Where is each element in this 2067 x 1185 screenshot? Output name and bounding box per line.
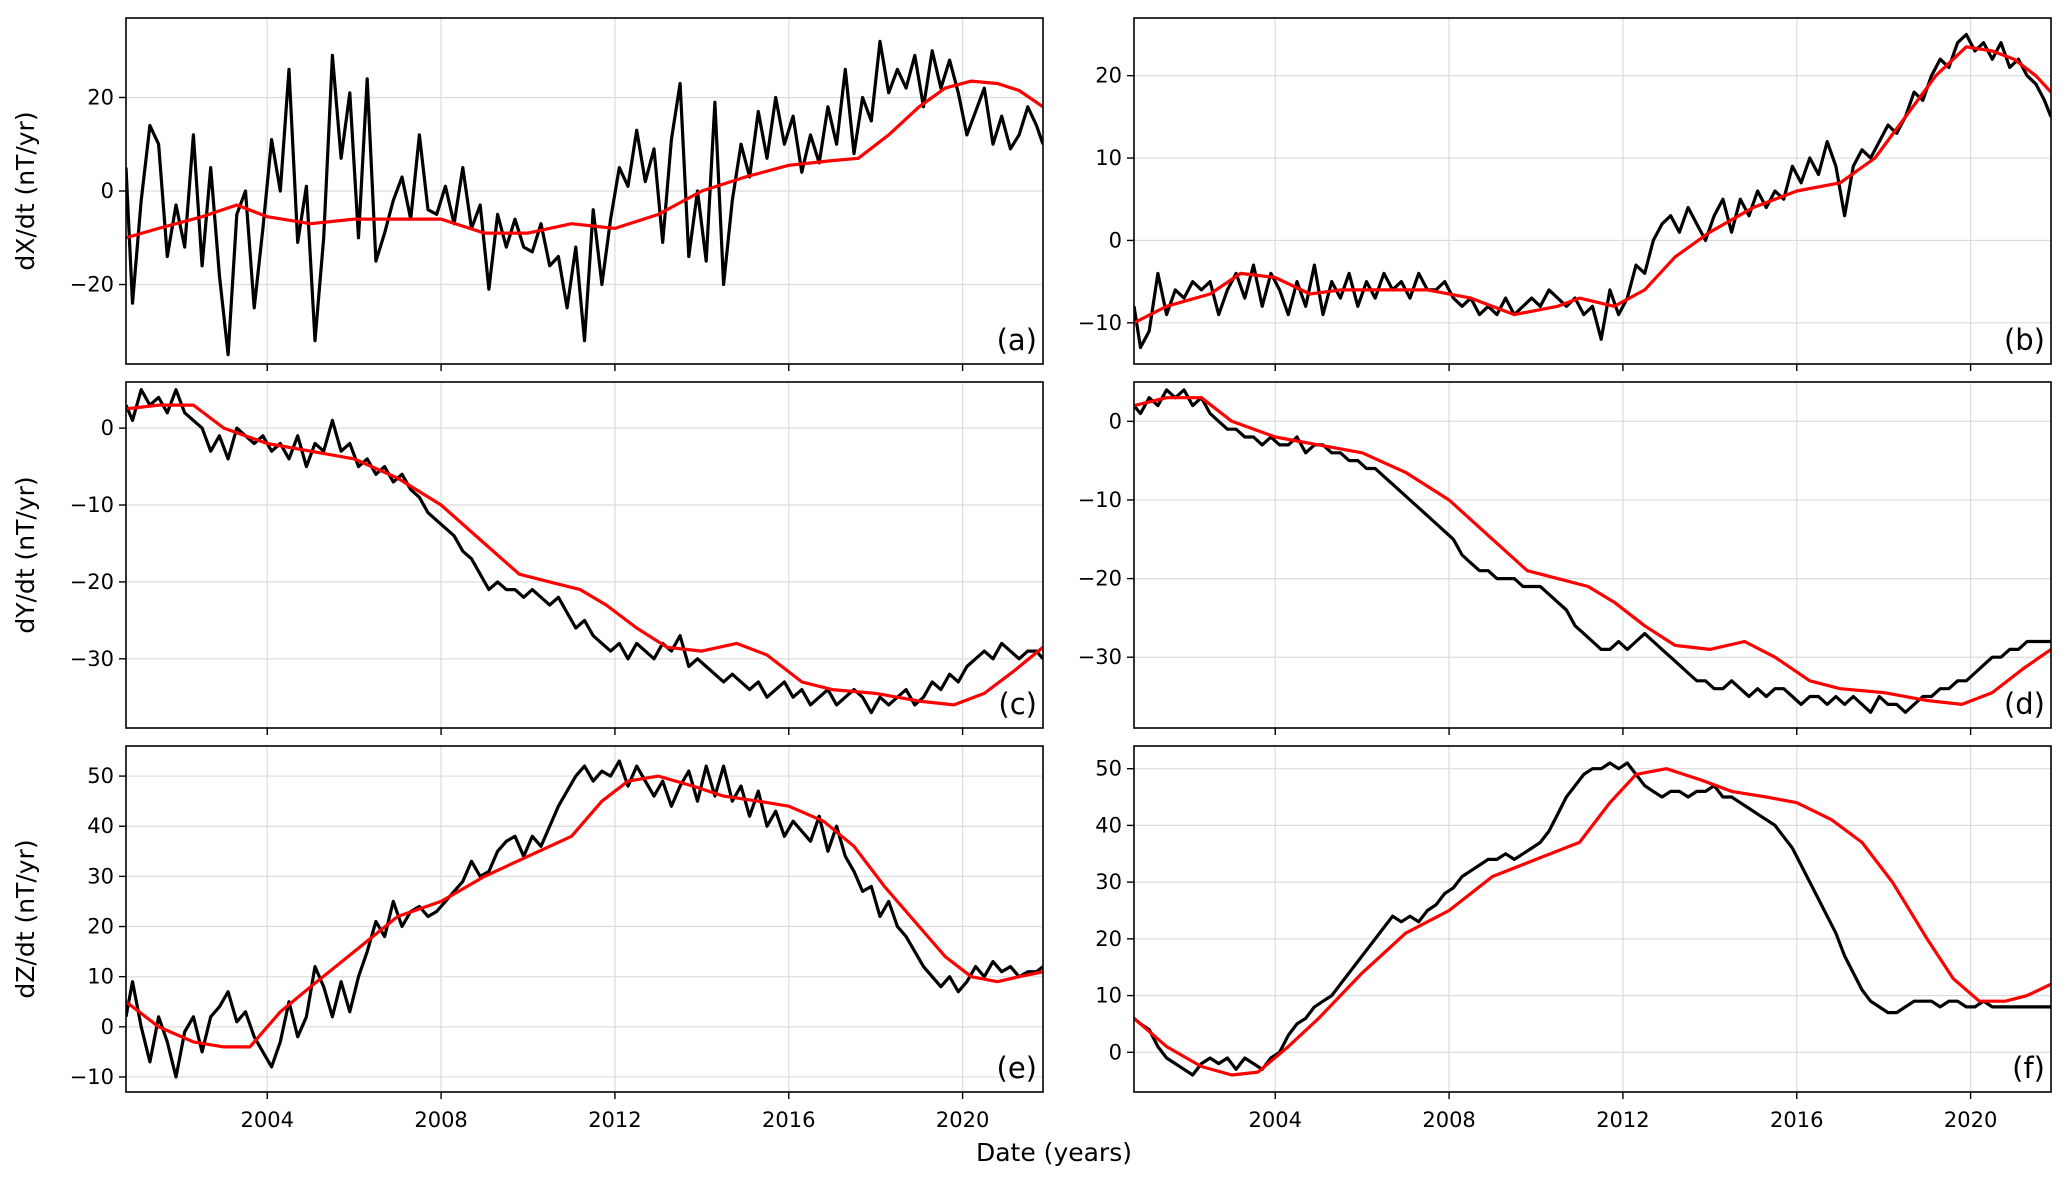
- y-tick-label-a: 0: [101, 179, 114, 203]
- plot-frame-d: [1133, 381, 2052, 729]
- y-tick-label-c: −20: [70, 570, 114, 594]
- x-tick-label-f: 2012: [1596, 1108, 1649, 1132]
- fit-line-b: [1134, 45, 2051, 325]
- y-tick-label-f: 30: [1095, 870, 1122, 894]
- data-line-f: [1134, 761, 2051, 1077]
- x-axis-label: Date (years): [976, 1138, 1132, 1167]
- x-tick-label-f: 2008: [1422, 1108, 1475, 1132]
- panel-label-e: (e): [997, 1051, 1037, 1085]
- y-tick-label-e: 0: [101, 1015, 114, 1039]
- panel-label-c: (c): [998, 687, 1037, 721]
- y-tick-label-e: 50: [87, 764, 114, 788]
- y-tick-label-c: −30: [70, 647, 114, 671]
- data-line-e: [126, 759, 1043, 1079]
- fit-line-a: [126, 79, 1043, 240]
- y-tick-label-b: 0: [1109, 228, 1122, 252]
- fit-line-f: [1134, 767, 2051, 1077]
- x-tick-label-f: 2004: [1249, 1108, 1302, 1132]
- fit-line-e: [126, 774, 1043, 1049]
- fit-line-d: [1134, 396, 2051, 706]
- x-tick-label-e: 2008: [414, 1108, 467, 1132]
- x-tick-label-f: 2016: [1770, 1108, 1823, 1132]
- x-tick-label-f: 2020: [1944, 1108, 1997, 1132]
- panel-label-d: (d): [2004, 687, 2045, 721]
- y-tick-label-b: 20: [1095, 64, 1122, 88]
- data-line-b: [1134, 32, 2051, 350]
- y-tick-label-d: −10: [1078, 488, 1122, 512]
- panel-a: −20 0 20 dX/dt (nT/yr) (a): [11, 17, 1044, 371]
- y-tick-label-b: 10: [1095, 146, 1122, 170]
- y-tick-label-c: 0: [101, 416, 114, 440]
- y-tick-label-f: 20: [1095, 927, 1122, 951]
- fit-line-c: [126, 403, 1043, 707]
- x-tick-label-e: 2012: [588, 1108, 641, 1132]
- y-axis-label-c: dY/dt (nT/yr): [11, 476, 40, 633]
- x-tick-label-e: 2020: [936, 1108, 989, 1132]
- y-axis-label-a: dX/dt (nT/yr): [11, 111, 40, 270]
- data-line-a: [126, 39, 1043, 357]
- y-tick-label-e: −10: [70, 1065, 114, 1089]
- plot-frame-b: [1133, 17, 2052, 365]
- y-tick-label-c: −10: [70, 493, 114, 517]
- y-tick-label-b: −10: [1078, 311, 1122, 335]
- y-tick-label-a: −20: [70, 273, 114, 297]
- y-tick-label-f: 50: [1095, 757, 1122, 781]
- panel-e: −10 0 10 20 30 40 50 2004 2008 2012 2016 2020 dZ/dt …: [11, 745, 1044, 1132]
- y-tick-label-f: 0: [1109, 1040, 1122, 1064]
- y-tick-label-d: −20: [1078, 567, 1122, 591]
- y-tick-label-d: −30: [1078, 645, 1122, 669]
- panel-label-b: (b): [2004, 323, 2045, 357]
- plot-frame-f: [1133, 745, 2052, 1093]
- x-tick-label-e: 2016: [762, 1108, 815, 1132]
- y-axis-label-e: dZ/dt (nT/yr): [11, 839, 40, 998]
- panel-d: −30 −20 −10 0 (d): [1078, 381, 2052, 735]
- plot-frame-c: [125, 381, 1044, 729]
- y-tick-label-e: 20: [87, 915, 114, 939]
- y-tick-label-a: 20: [87, 85, 114, 109]
- y-tick-label-d: 0: [1109, 409, 1122, 433]
- panel-label-a: (a): [997, 323, 1037, 357]
- y-tick-label-f: 40: [1095, 813, 1122, 837]
- x-tick-label-e: 2004: [241, 1108, 294, 1132]
- panel-f: 0 10 20 30 40 50 2004 2008 2012 2016 2020 (f): [1095, 745, 2052, 1132]
- y-tick-label-e: 10: [87, 965, 114, 989]
- data-line-d: [1134, 388, 2051, 714]
- panel-c: −30 −20 −10 0 dY/dt (nT/yr) (c): [11, 381, 1044, 735]
- y-tick-label-e: 30: [87, 864, 114, 888]
- y-tick-label-e: 40: [87, 814, 114, 838]
- plot-frame-e: [125, 745, 1044, 1093]
- y-tick-label-f: 10: [1095, 984, 1122, 1008]
- panel-label-f: (f): [2012, 1051, 2045, 1085]
- panel-b: −10 0 10 20 (b): [1078, 17, 2052, 371]
